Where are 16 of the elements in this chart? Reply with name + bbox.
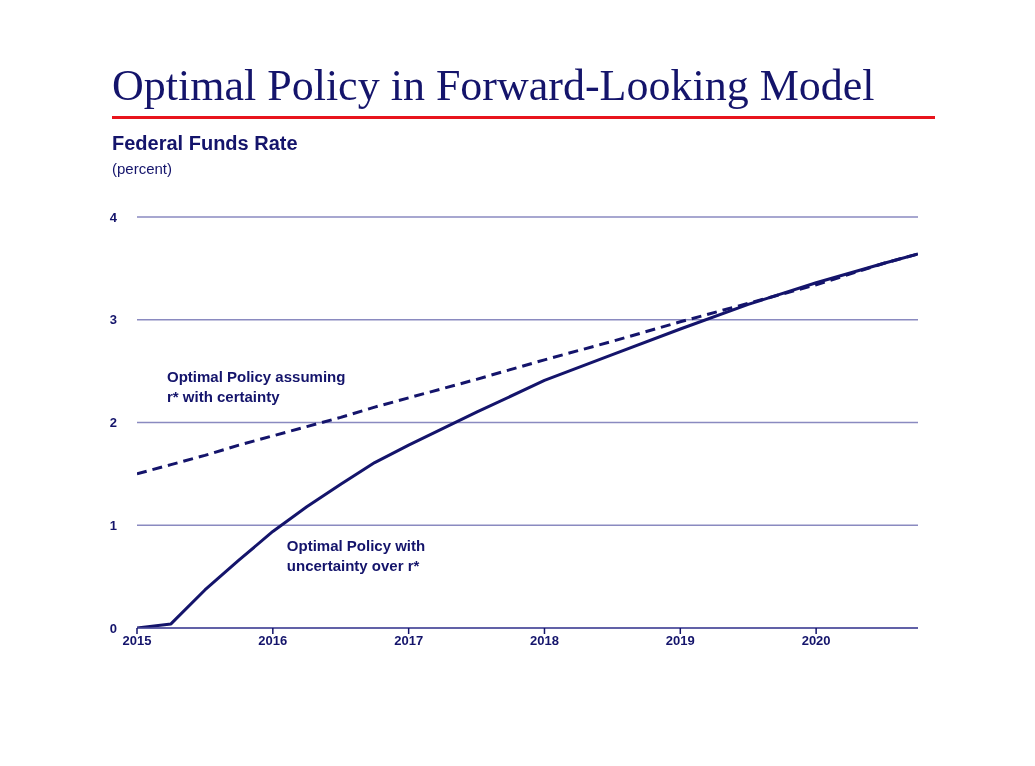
- x-tick-label: 2020: [801, 633, 831, 649]
- y-tick-label: 4: [109, 209, 118, 225]
- x-tick-label: 2019: [665, 633, 695, 649]
- x-tick-label: 2017: [394, 633, 424, 649]
- y-tick-label: 0: [109, 620, 117, 636]
- y-tick-label: 1: [109, 517, 117, 533]
- chart-subtitle: (percent): [112, 160, 173, 177]
- series-label: Optimal Policy assuming r* with certainty: [167, 367, 346, 405]
- y-axis-title: Federal Funds Rate: [112, 132, 298, 155]
- y-tick-label: 3: [109, 312, 117, 328]
- x-tick-label: 2015: [122, 633, 152, 649]
- x-tick-label: 2018: [530, 633, 559, 649]
- chart-title: Optimal Policy in Forward-Looking Model: [112, 60, 875, 111]
- series-label: Optimal Policy with uncertainty over r*: [286, 537, 426, 575]
- x-tick-label: 2016: [258, 633, 288, 649]
- y-tick-label: 2: [109, 415, 117, 431]
